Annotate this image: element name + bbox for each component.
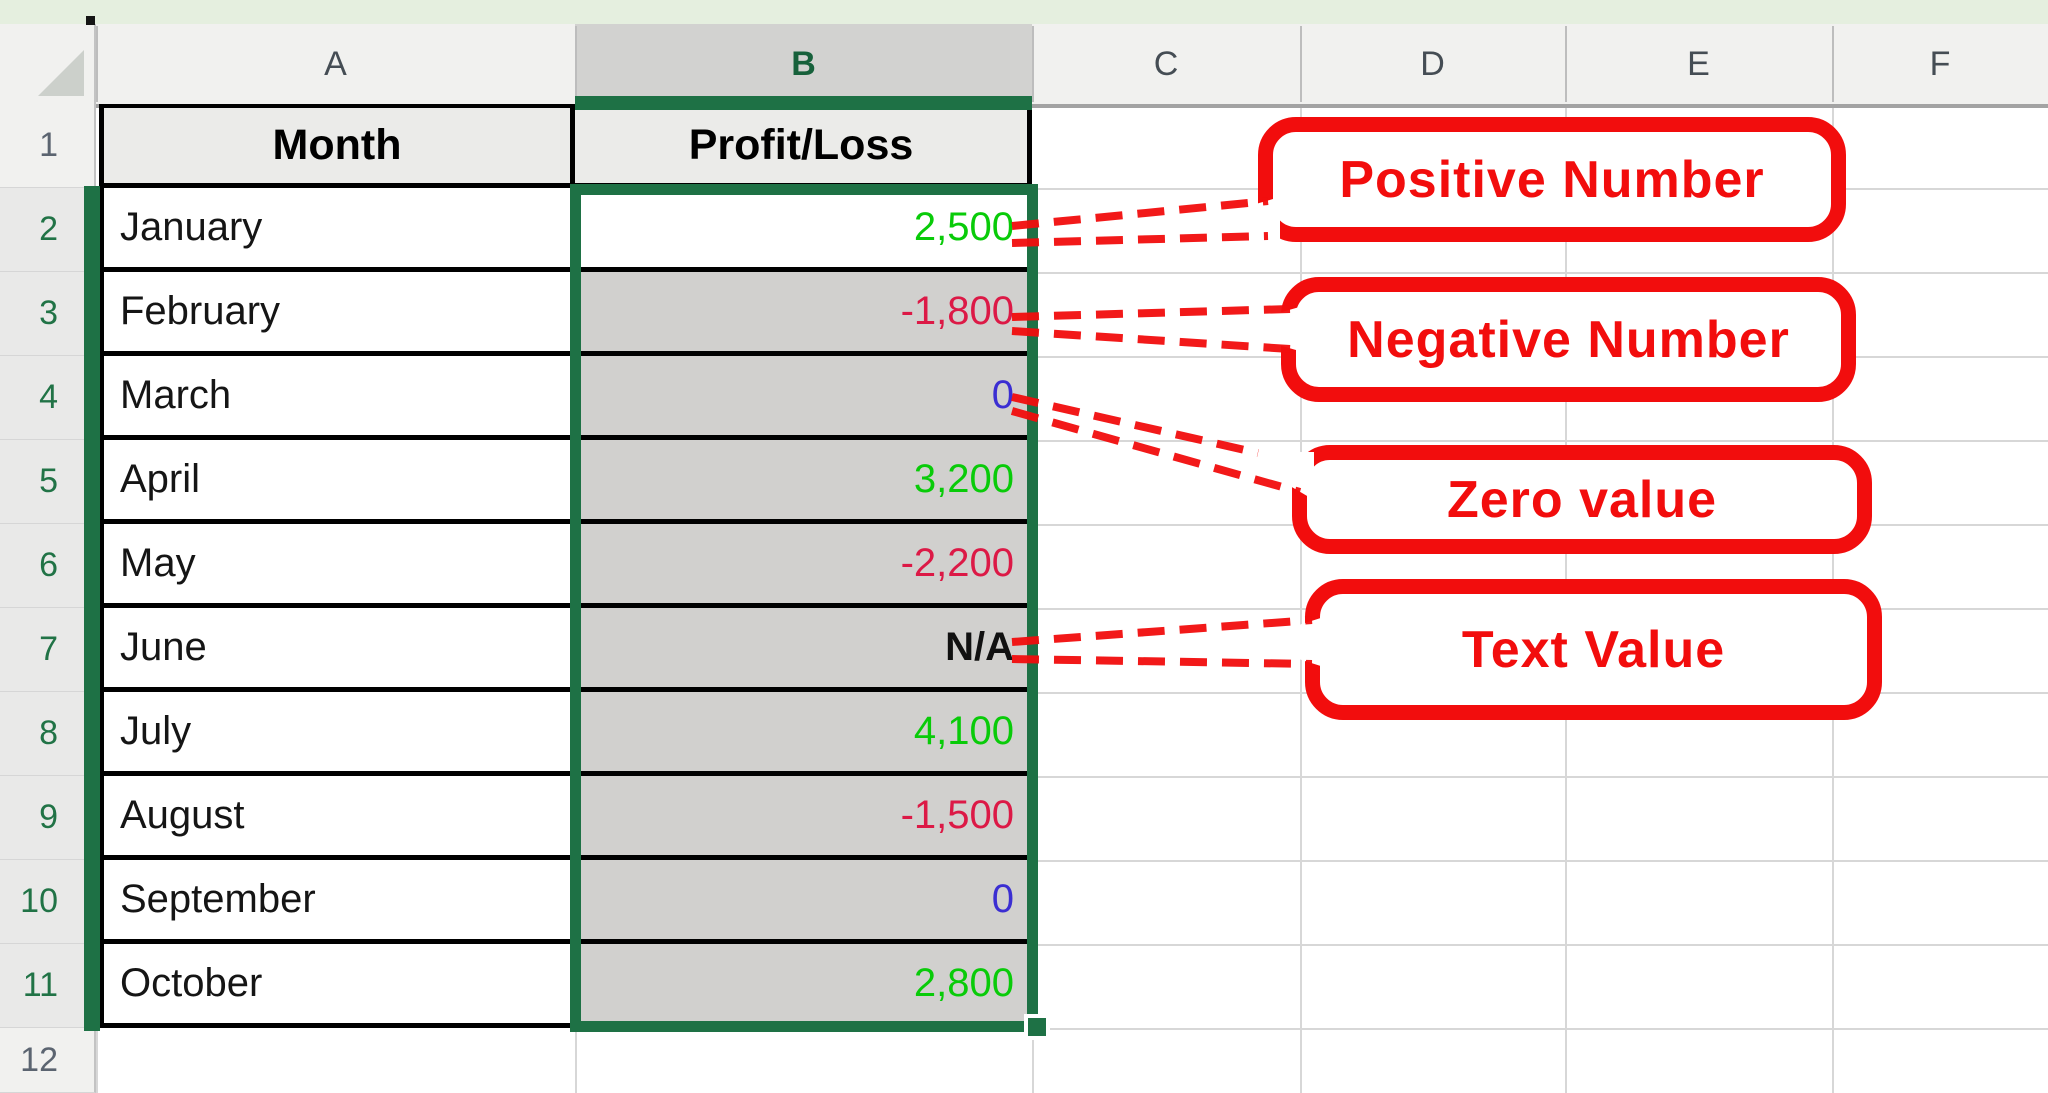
callout-text-value[interactable]: Text Value bbox=[1305, 579, 1882, 720]
cell-B3[interactable]: -1,800 bbox=[575, 272, 1032, 356]
callout-zero-value[interactable]: Zero value bbox=[1292, 445, 1872, 554]
cell-A3[interactable]: February bbox=[104, 272, 575, 356]
gridline bbox=[1032, 272, 2048, 274]
row-header-12[interactable]: 12 bbox=[0, 1028, 96, 1093]
cell-A9[interactable]: August bbox=[104, 776, 575, 860]
gridline bbox=[96, 1028, 98, 1093]
gridline bbox=[575, 1028, 577, 1093]
row-header-9[interactable]: 9 bbox=[0, 776, 96, 860]
column-header-D[interactable]: D bbox=[1300, 24, 1565, 104]
table-left-border bbox=[99, 104, 104, 1028]
cell-B2[interactable]: 2,500 bbox=[575, 188, 1032, 272]
row-header-selection-accent bbox=[84, 186, 100, 1031]
cell-A7[interactable]: June bbox=[104, 608, 575, 692]
column-header-separator bbox=[1032, 26, 1034, 102]
row-header-10[interactable]: 10 bbox=[0, 860, 96, 944]
artifact-dot bbox=[86, 16, 95, 25]
callout-negative-label: Negative Number bbox=[1347, 310, 1790, 369]
cell-A4[interactable]: March bbox=[104, 356, 575, 440]
column-header-E[interactable]: E bbox=[1565, 24, 1832, 104]
gridline bbox=[1032, 776, 2048, 778]
cell-B6[interactable]: -2,200 bbox=[575, 524, 1032, 608]
cell-A6[interactable]: May bbox=[104, 524, 575, 608]
column-header-separator bbox=[1300, 26, 1302, 102]
leader-line bbox=[1011, 327, 1291, 353]
gridline bbox=[1300, 104, 1302, 1093]
column-header-selection-accent bbox=[575, 96, 1032, 110]
gridline bbox=[1032, 860, 2048, 862]
cell-A5[interactable]: April bbox=[104, 440, 575, 524]
callout-negative-number[interactable]: Negative Number bbox=[1281, 277, 1856, 402]
row-header-7[interactable]: 7 bbox=[0, 608, 96, 692]
cell-A2[interactable]: January bbox=[104, 188, 575, 272]
row-header-6[interactable]: 6 bbox=[0, 524, 96, 608]
row-header-4[interactable]: 4 bbox=[0, 356, 96, 440]
column-header-separator bbox=[1832, 26, 1834, 102]
column-header-A[interactable]: A bbox=[96, 24, 575, 104]
row-header-8[interactable]: 8 bbox=[0, 692, 96, 776]
callout-positive-number[interactable]: Positive Number bbox=[1258, 117, 1846, 242]
fill-handle[interactable] bbox=[1024, 1014, 1050, 1040]
select-all-triangle-icon bbox=[38, 50, 84, 96]
cell-B4[interactable]: 0 bbox=[575, 356, 1032, 440]
cell-B5[interactable]: 3,200 bbox=[575, 440, 1032, 524]
cell-A1[interactable]: Month bbox=[104, 104, 575, 188]
leader-line bbox=[1011, 305, 1291, 321]
callout-zero-label: Zero value bbox=[1446, 470, 1718, 529]
row-header-2[interactable]: 2 bbox=[0, 188, 96, 272]
cell-A10[interactable]: September bbox=[104, 860, 575, 944]
cell-B7[interactable]: N/A bbox=[575, 608, 1032, 692]
row-header-5[interactable]: 5 bbox=[0, 440, 96, 524]
cell-A11[interactable]: October bbox=[104, 944, 575, 1028]
row-header-11[interactable]: 11 bbox=[0, 944, 96, 1028]
column-header-separator bbox=[96, 26, 98, 102]
cell-B9[interactable]: -1,500 bbox=[575, 776, 1032, 860]
gridline bbox=[1032, 1028, 2048, 1030]
leader-line bbox=[1011, 393, 1259, 457]
column-header-B[interactable]: B bbox=[575, 24, 1032, 104]
select-all-corner[interactable] bbox=[0, 24, 96, 104]
column-header-separator bbox=[1565, 26, 1567, 102]
gridline bbox=[1032, 440, 2048, 442]
cell-B1[interactable]: Profit/Loss bbox=[575, 104, 1032, 188]
gridline bbox=[1032, 944, 2048, 946]
callout-text-label: Text Value bbox=[1461, 620, 1726, 679]
selection-outline bbox=[570, 184, 1038, 1032]
column-header-C[interactable]: C bbox=[1032, 24, 1300, 104]
leader-line bbox=[1010, 407, 1302, 496]
column-header-F[interactable]: F bbox=[1832, 24, 2048, 104]
leader-line bbox=[1011, 197, 1269, 230]
column-header-separator bbox=[575, 26, 577, 102]
leader-line bbox=[1011, 232, 1269, 247]
top-strip bbox=[0, 0, 2048, 24]
callout-positive-label: Positive Number bbox=[1339, 150, 1765, 209]
cell-A8[interactable]: July bbox=[104, 692, 575, 776]
row-header-3[interactable]: 3 bbox=[0, 272, 96, 356]
gridline bbox=[1032, 1028, 1034, 1093]
leader-line bbox=[1011, 655, 1313, 668]
cell-B8[interactable]: 4,100 bbox=[575, 692, 1032, 776]
row-header-1[interactable]: 1 bbox=[0, 104, 96, 188]
cell-B11[interactable]: 2,800 bbox=[575, 944, 1032, 1028]
leader-line bbox=[1011, 616, 1313, 646]
cell-B10[interactable]: 0 bbox=[575, 860, 1032, 944]
